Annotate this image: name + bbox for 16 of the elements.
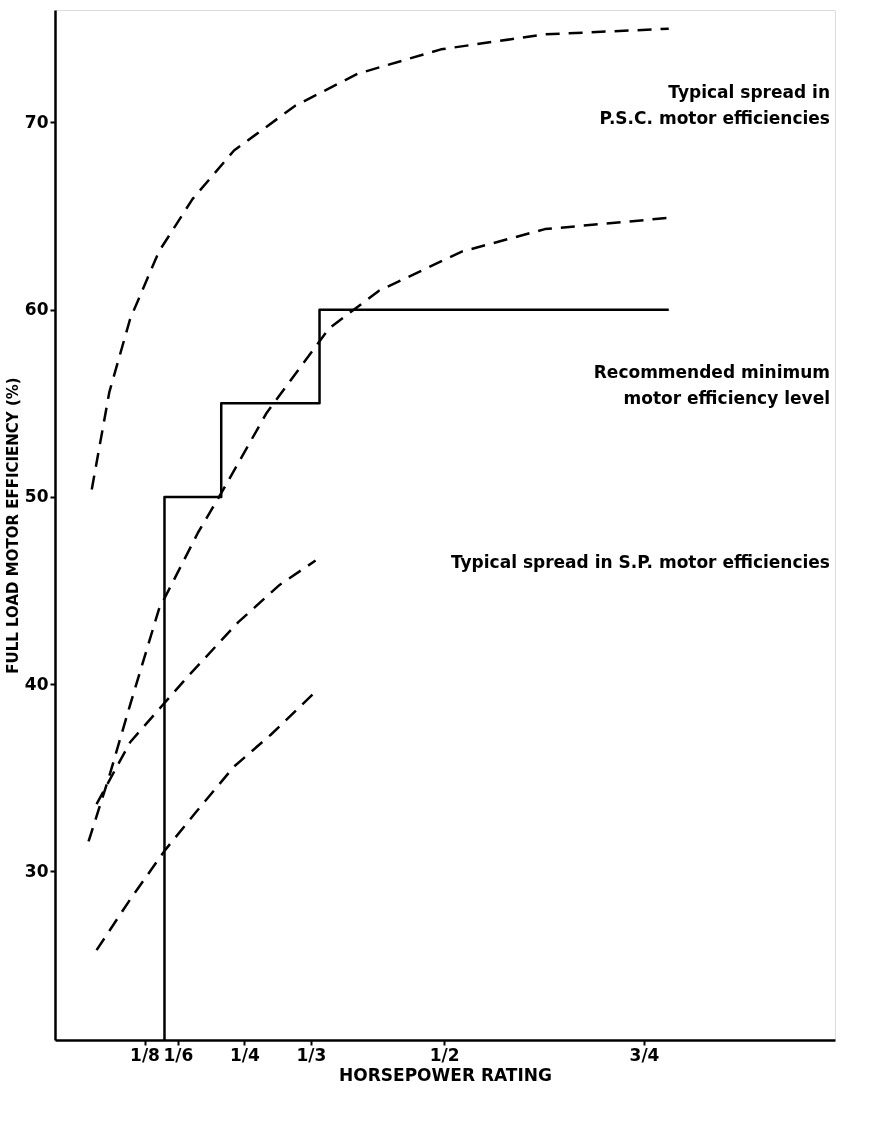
annotation: Typical spread in P.S.C. motor efficiencies xyxy=(599,82,830,128)
x-tick-label: 1/8 xyxy=(130,1044,160,1065)
y-tick-label: 70 xyxy=(24,111,49,132)
y-tick-label: 60 xyxy=(24,299,49,320)
annotation: Typical spread in S.P. motor efficiencies xyxy=(450,552,830,572)
x-axis-title: HORSEPOWER RATING xyxy=(339,1064,552,1085)
y-tick-label: 30 xyxy=(24,860,49,881)
annotation: Recommended minimum motor efficiency level xyxy=(593,362,830,408)
x-tick-label: 3/4 xyxy=(629,1044,660,1065)
y-tick-label: 50 xyxy=(24,486,49,507)
x-tick-label: 1/3 xyxy=(296,1044,327,1065)
x-tick-label: 1/6 xyxy=(163,1044,194,1065)
y-axis-title: FULL LOAD MOTOR EFFICIENCY (%) xyxy=(3,377,22,674)
y-tick-label: 40 xyxy=(24,673,49,694)
x-tick-label: 1/2 xyxy=(429,1044,460,1065)
x-tick-label: 1/4 xyxy=(229,1044,261,1065)
